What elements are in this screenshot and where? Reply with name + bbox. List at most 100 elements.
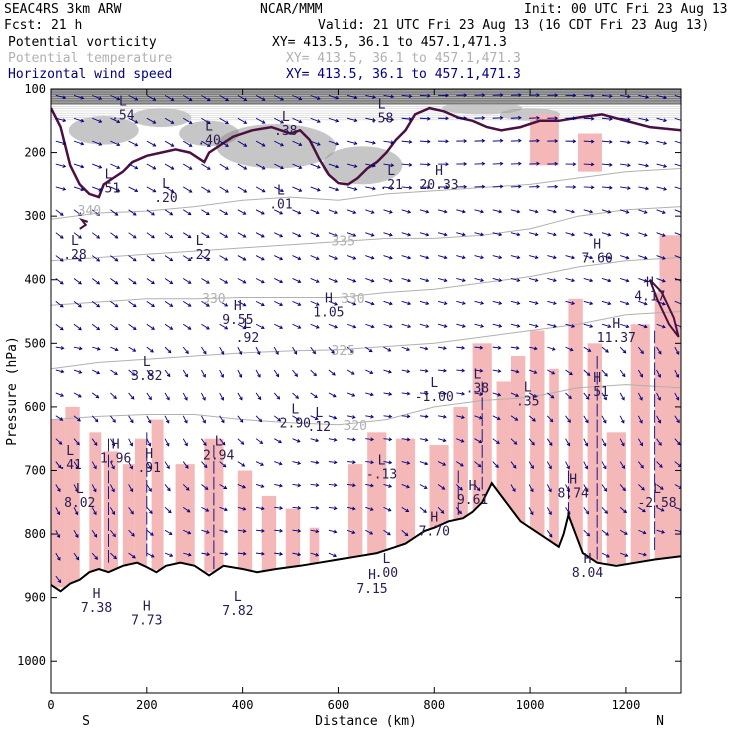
wind-arrowhead bbox=[440, 509, 445, 514]
wind-vector bbox=[55, 507, 60, 515]
wind-vector bbox=[55, 94, 66, 99]
hl-value: 1.96 bbox=[100, 452, 131, 467]
wind-arrowhead bbox=[622, 349, 627, 354]
wind-vector bbox=[601, 232, 611, 236]
wind-vector bbox=[656, 438, 662, 446]
wind-vector bbox=[365, 438, 374, 440]
hl-value: 9.55 bbox=[222, 313, 253, 328]
wind-arrowhead bbox=[481, 184, 486, 189]
wind-vector bbox=[182, 140, 193, 147]
plot-frame bbox=[50, 88, 682, 694]
wind-arrowhead bbox=[280, 142, 284, 147]
wind-arrowhead bbox=[352, 256, 357, 260]
hl-marker: L bbox=[66, 444, 74, 459]
wind-arrowhead bbox=[59, 303, 64, 308]
wind-vector bbox=[547, 209, 557, 213]
wind-vector bbox=[292, 415, 300, 421]
wind-arrowhead bbox=[224, 507, 228, 512]
wind-vector bbox=[419, 255, 429, 259]
wind-arrowhead bbox=[516, 209, 521, 214]
wind-vector bbox=[346, 140, 357, 145]
wind-vector bbox=[565, 278, 575, 282]
pink-column bbox=[261, 495, 277, 572]
wind-vector bbox=[620, 163, 631, 166]
wind-vector bbox=[255, 484, 264, 488]
hl-marker: H bbox=[112, 438, 120, 453]
wind-arrowhead bbox=[609, 94, 613, 99]
wind-vector bbox=[182, 163, 193, 170]
wind-vector bbox=[383, 255, 393, 259]
wind-arrowhead bbox=[548, 442, 553, 447]
wind-vector bbox=[146, 438, 151, 447]
wind-arrowhead bbox=[426, 162, 431, 167]
wind-arrowhead bbox=[150, 532, 154, 536]
wind-vector bbox=[347, 438, 356, 441]
wind-arrowhead bbox=[602, 465, 607, 470]
wind-arrowhead bbox=[168, 531, 173, 535]
wind-vector bbox=[219, 255, 228, 261]
wind-vector bbox=[401, 209, 411, 213]
wind-arrowhead bbox=[294, 373, 298, 377]
wind-arrowhead bbox=[388, 460, 393, 465]
wind-vector bbox=[292, 346, 298, 355]
wind-vector bbox=[91, 484, 97, 492]
wind-arrowhead bbox=[148, 396, 152, 401]
wind-vector bbox=[456, 209, 466, 213]
wind-arrowhead bbox=[662, 278, 666, 283]
wind-arrowhead bbox=[257, 373, 261, 378]
wind-arrowhead bbox=[77, 393, 82, 398]
wind-arrowhead bbox=[275, 373, 280, 378]
wind-vector bbox=[437, 255, 447, 259]
wind-arrowhead bbox=[315, 529, 320, 534]
hl-value: .51 bbox=[97, 181, 120, 196]
wind-arrowhead bbox=[572, 139, 577, 144]
wind-vector bbox=[456, 346, 465, 349]
wind-arrowhead bbox=[625, 301, 630, 306]
pink-column bbox=[606, 432, 626, 565]
wind-arrowhead bbox=[184, 396, 188, 401]
wind-vector bbox=[73, 346, 82, 350]
wind-arrowhead bbox=[331, 350, 335, 354]
wind-arrowhead bbox=[515, 346, 520, 350]
wind-arrowhead bbox=[297, 302, 302, 306]
wind-arrowhead bbox=[114, 347, 119, 352]
wind-vector bbox=[201, 461, 208, 468]
wind-arrowhead bbox=[569, 371, 573, 376]
wind-arrowhead bbox=[353, 141, 358, 146]
wind-arrowhead bbox=[406, 391, 411, 396]
wind-arrowhead bbox=[370, 255, 375, 260]
wind-vector bbox=[164, 507, 172, 514]
wind-arrowhead bbox=[130, 510, 134, 515]
isentrope-label: 335 bbox=[332, 235, 355, 250]
wind-vector bbox=[219, 506, 228, 511]
wind-vector bbox=[528, 369, 537, 374]
wind-vector bbox=[55, 255, 64, 262]
wind-arrowhead bbox=[607, 255, 612, 260]
wind-arrowhead bbox=[388, 301, 393, 306]
axes: 0 200 400 600 800 1000 12001002003004005006007… bbox=[17, 82, 681, 712]
wind-vector bbox=[656, 94, 667, 99]
wind-arrowhead bbox=[147, 419, 152, 424]
wind-vector bbox=[255, 278, 265, 284]
y-axis-label: Pressure (hPa) bbox=[5, 336, 20, 446]
wind-arrowhead bbox=[206, 234, 210, 238]
wind-vector bbox=[492, 438, 500, 444]
wind-arrowhead bbox=[643, 301, 648, 306]
wind-vector bbox=[583, 392, 590, 400]
wind-arrowhead bbox=[406, 484, 410, 489]
wind-arrowhead bbox=[681, 188, 684, 191]
hl-marker: L bbox=[315, 406, 323, 421]
wind-vector bbox=[674, 232, 681, 236]
wind-vector bbox=[310, 346, 316, 354]
wind-vector bbox=[383, 140, 394, 144]
wind-arrowhead bbox=[663, 164, 668, 168]
wind-vector bbox=[601, 94, 612, 97]
wind-vector bbox=[274, 94, 284, 101]
wind-arrowhead bbox=[206, 257, 210, 261]
wind-arrowhead bbox=[220, 396, 225, 401]
wind-arrowhead bbox=[551, 347, 556, 351]
wind-arrowhead bbox=[424, 461, 429, 466]
wind-arrowhead bbox=[640, 464, 644, 469]
wind-vector bbox=[565, 461, 570, 469]
wind-vector bbox=[255, 163, 266, 170]
